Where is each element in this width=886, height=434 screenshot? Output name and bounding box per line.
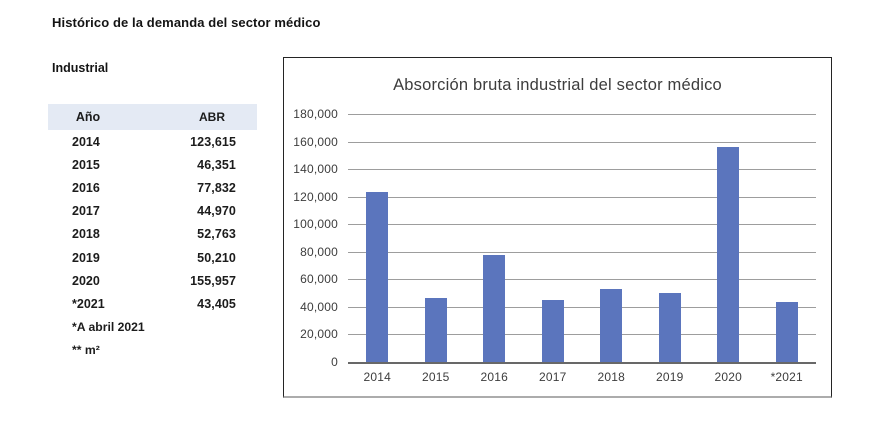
bar-slot [582,114,641,362]
gridline [348,196,816,198]
bar-slot [699,114,758,362]
y-tick-label: 80,000 [300,244,338,259]
table-row: 2018 52,763 [48,223,257,246]
bar [366,191,389,362]
bar [775,302,798,362]
abr-cell: 123,615 [190,134,236,149]
y-tick-label: 120,000 [293,189,338,204]
bar [541,300,564,362]
abr-cell: 50,210 [197,250,236,265]
abr-cell: 52,763 [197,227,236,242]
table-row: 2016 77,832 [48,176,257,199]
bar [483,254,506,362]
bar [600,289,623,362]
abr-cell: 46,351 [197,157,236,172]
y-tick-label: 100,000 [293,217,338,232]
table-row: 2020 155,957 [48,269,257,292]
abr-cell: 155,957 [190,273,236,288]
x-tick-label: 2016 [480,370,508,384]
x-tick-label: *2021 [770,370,803,384]
gridline [348,169,816,171]
year-cell: 2018 [72,227,100,242]
table-row: 2015 46,351 [48,153,257,176]
bars [348,114,816,362]
y-tick-label: 180,000 [293,107,338,121]
year-cell: 2020 [72,273,100,288]
abr-cell: 43,405 [197,296,236,311]
bar-chart: Absorción bruta industrial del sector mé… [283,57,832,398]
chart-title: Absorción bruta industrial del sector mé… [393,76,722,94]
bar-slot [465,114,524,362]
gridline [348,334,816,336]
page-title: Histórico de la demanda del sector médic… [52,15,321,30]
year-cell: 2019 [72,250,100,265]
x-tick-label: 2019 [656,370,684,384]
footnote: *A abril 2021 [72,320,145,335]
gridline [348,251,816,253]
x-tick-label: 2017 [539,370,567,384]
bar-slot [641,114,700,362]
y-tick-label: 140,000 [293,162,338,177]
gridline [348,141,816,143]
year-cell: 2017 [72,204,100,219]
bar [424,298,447,362]
abr-cell: 44,970 [197,204,236,219]
table-row: 2017 44,970 [48,200,257,223]
plot-area: 180,000 160,000 140,000 120,000 100,000 80,00… [293,107,816,384]
year-cell: *2021 [72,296,105,311]
gridline [348,279,816,281]
table-row: 2014 123,615 [48,130,257,153]
year-cell: 2016 [72,180,100,195]
x-tick-label: 2015 [422,370,450,384]
bar-slot [348,114,407,362]
x-axis-line [348,362,816,364]
abr-cell: 77,832 [197,180,236,195]
section-label: Industrial [52,61,109,75]
bar-slot [758,114,817,362]
bar-slot [524,114,583,362]
column-header-year: Año [75,110,101,124]
y-tick-label: 60,000 [300,272,338,287]
y-tick-label: 160,000 [293,134,338,149]
y-tick-label: 0 [331,355,338,369]
year-cell: 2015 [72,157,100,172]
gridline [348,224,816,226]
year-abr-table: Año ABR 2014 123,615 2015 46,351 2016 77,832 2… [48,104,257,362]
bar-slot [407,114,466,362]
x-tick-label: 2018 [597,370,625,384]
table-row: 2019 50,210 [48,246,257,269]
table-row: *2021 43,405 [48,292,257,315]
bar [717,147,740,362]
gridline [348,114,816,115]
bar [658,292,681,362]
x-tick-label: 2014 [363,370,391,384]
x-axis-labels: 2014 2015 2016 2017 2018 2019 2020 *2021 [348,370,816,384]
y-tick-label: 20,000 [300,327,338,342]
gridline [348,306,816,308]
table-header-row: Año ABR [48,104,257,130]
table-body: 2014 123,615 2015 46,351 2016 77,832 2017 44,97… [48,130,257,316]
column-header-abr: ABR [199,110,225,124]
table-footnotes: *A abril 2021 ** m² [48,316,257,362]
footnote: ** m² [72,343,100,358]
y-tick-label: 40,000 [300,299,338,314]
x-tick-label: 2020 [714,370,742,384]
year-cell: 2014 [72,134,100,149]
